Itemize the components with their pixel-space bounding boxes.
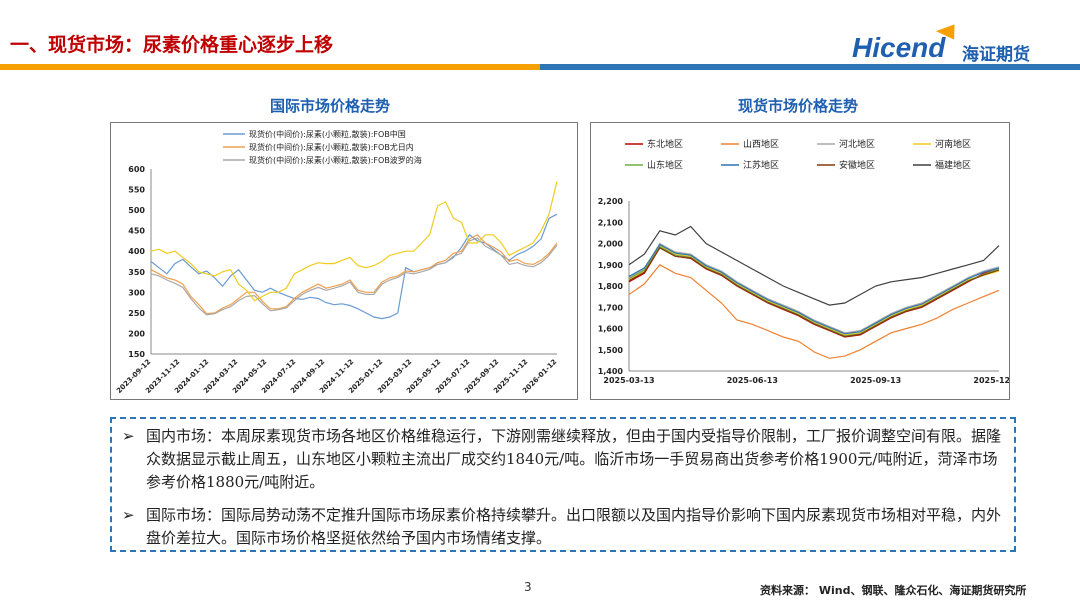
chart-left: 1502002503003504004505005506002023-09-12… xyxy=(115,129,558,395)
y-tick-label: 1,900 xyxy=(598,261,624,270)
y-tick-label: 1,500 xyxy=(598,346,624,355)
chart-left-title: 国际市场价格走势 xyxy=(270,97,391,115)
series-line-7 xyxy=(628,225,1000,306)
y-tick-label: 300 xyxy=(128,288,145,297)
logo-text: Hicend xyxy=(852,32,946,63)
y-tick-label: 550 xyxy=(128,186,145,195)
bullet-domestic: ➢ 国内市场：本周尿素现货市场各地区价格维稳运行，下游刚需继续释放，但由于国内受… xyxy=(122,425,1012,494)
source-note: 资料来源： Wind、钢联、隆众石化、海证期货研究所 xyxy=(760,584,1027,597)
series-line-6 xyxy=(628,247,1000,338)
legend-label: 福建地区 xyxy=(935,159,971,171)
legend-label: 山东地区 xyxy=(647,159,683,171)
y-tick-label: 200 xyxy=(128,329,145,338)
x-tick-label: 2025-06-13 xyxy=(727,376,778,385)
page-title: 一、现货市场：尿素价格重心逐步上移 xyxy=(10,34,334,56)
series-line-2 xyxy=(628,242,1000,334)
legend-label: 山西地区 xyxy=(743,138,779,150)
legend-label: 安徽地区 xyxy=(839,159,875,171)
chart-right-title: 现货市场价格走势 xyxy=(738,97,859,115)
y-tick-label: 2,200 xyxy=(598,197,624,206)
y-tick-label: 2,100 xyxy=(598,218,624,227)
bullet-international: ➢ 国际市场：国际局势动荡不定推升国际市场尿素价格持续攀升。出口限额以及国内指导… xyxy=(122,504,1012,550)
y-tick-label: 1,400 xyxy=(598,367,624,376)
series-line-5 xyxy=(628,243,1000,335)
series-line-3 xyxy=(628,244,1000,336)
commentary-box: ➢ 国内市场：本周尿素现货市场各地区价格维稳运行，下游刚需继续释放，但由于国内受… xyxy=(110,417,1016,552)
y-tick-label: 1,700 xyxy=(598,303,624,312)
y-tick-label: 350 xyxy=(128,268,145,277)
legend-label: 河北地区 xyxy=(839,138,875,150)
chart-right-frame: 1,400 1,500 1,600 1,700 1,800 1,900 2,000 2,100… xyxy=(590,122,1025,400)
series-line-0 xyxy=(150,213,558,320)
legend-label: 东北地区 xyxy=(647,138,683,150)
logo-cn: 海证期货 xyxy=(962,45,1030,65)
y-tick-label: 2,000 xyxy=(598,240,624,249)
series-line-1 xyxy=(628,264,1000,359)
y-tick-label: 450 xyxy=(128,227,145,236)
y-tick-label: 400 xyxy=(128,247,145,256)
legend-label: 现货价(中间价):尿素(小颗粒,散装):FOB尤日内 xyxy=(249,142,414,152)
x-tick-label: 2025-03-13 xyxy=(603,376,654,385)
bullet-text: 国内市场：本周尿素现货市场各地区价格维稳运行，下游刚需继续释放，但由于国内受指导… xyxy=(146,427,1002,491)
x-tick-label: 2025-09-13 xyxy=(850,376,901,385)
chart-left-frame: 150 200 250 300 350 400 450 500 550 600 2023-09-12… xyxy=(110,122,578,400)
y-tick-label: 150 xyxy=(128,350,145,359)
y-tick-label: 1,800 xyxy=(598,282,624,291)
legend-label: 江苏地区 xyxy=(743,159,779,171)
series-line-2 xyxy=(150,237,558,316)
x-tick-label: 2025-12-13 xyxy=(973,376,1009,385)
y-tick-label: 500 xyxy=(128,206,145,215)
series-line-1 xyxy=(150,234,558,315)
legend-label: 现货价(中间价):尿素(小颗粒,散装):FOB波罗的海 xyxy=(249,155,422,165)
chart-right: 1,400 1,500 1,600 1,700 1,800 1,900 2,000 2,100… xyxy=(598,138,1025,385)
header-bar-orange xyxy=(0,64,540,70)
page-number: 3 xyxy=(524,580,532,594)
legend-label: 河南地区 xyxy=(935,138,971,150)
series-line-3 xyxy=(150,181,558,302)
header-bar-blue xyxy=(540,64,1080,70)
y-tick-label: 600 xyxy=(128,165,145,174)
bullet-arrow-icon: ➢ xyxy=(122,506,135,524)
y-tick-label: 1,600 xyxy=(598,325,624,334)
legend-label: 现货价(中间价):尿素(小颗粒,散装):FOB中国 xyxy=(249,129,406,139)
bullet-text: 国际市场：国际局势动荡不定推升国际市场尿素价格持续攀升。出口限额以及国内指导价影… xyxy=(146,506,1002,547)
y-tick-label: 250 xyxy=(128,309,145,318)
bullet-arrow-icon: ➢ xyxy=(122,427,135,445)
